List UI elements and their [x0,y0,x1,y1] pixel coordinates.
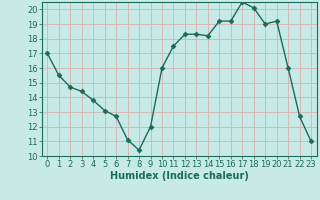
X-axis label: Humidex (Indice chaleur): Humidex (Indice chaleur) [110,171,249,181]
